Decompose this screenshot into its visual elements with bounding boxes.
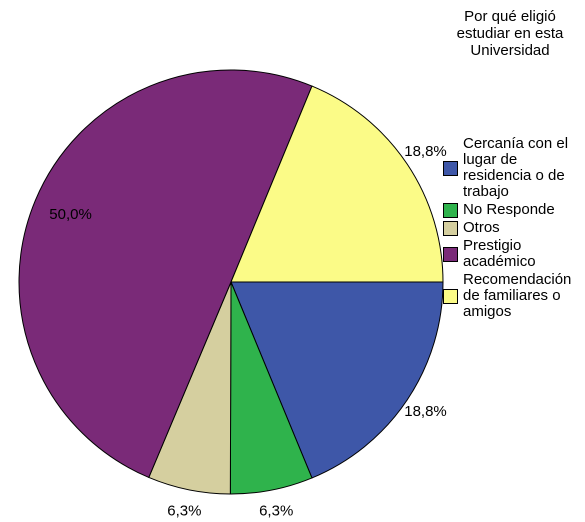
legend: Cercanía con el lugar de residencia o de…	[443, 136, 583, 322]
data-label: 6,3%	[167, 502, 201, 519]
legend-swatch	[443, 160, 458, 176]
legend-label: No Responde	[463, 201, 555, 218]
data-label: 18,8%	[404, 143, 447, 160]
legend-swatch	[443, 288, 458, 304]
pie-slice	[230, 85, 444, 283]
legend-swatch	[443, 220, 458, 236]
pie-slice	[18, 69, 313, 479]
legend-label: Recomendación de familiares o amigos	[463, 271, 572, 320]
legend-item: Otros	[443, 220, 583, 236]
legend-item: Cercanía con el lugar de residencia o de…	[443, 136, 583, 200]
data-label: 6,3%	[259, 503, 293, 520]
legend-swatch	[443, 202, 458, 218]
legend-label: Otros	[463, 219, 500, 236]
data-label: 18,8%	[404, 403, 447, 420]
legend-swatch	[443, 246, 458, 262]
legend-label: Cercanía con el lugar de residencia o de…	[463, 135, 569, 200]
pie-slice	[230, 281, 444, 479]
legend-title: Por qué eligió estudiar en esta Universi…	[456, 8, 564, 59]
legend-item: Recomendación de familiares o amigos	[443, 272, 583, 320]
legend-label: Prestigio académico	[463, 237, 536, 270]
data-label: 50,0%	[49, 206, 92, 223]
legend-item: No Responde	[443, 202, 583, 218]
legend-item: Prestigio académico	[443, 238, 583, 270]
